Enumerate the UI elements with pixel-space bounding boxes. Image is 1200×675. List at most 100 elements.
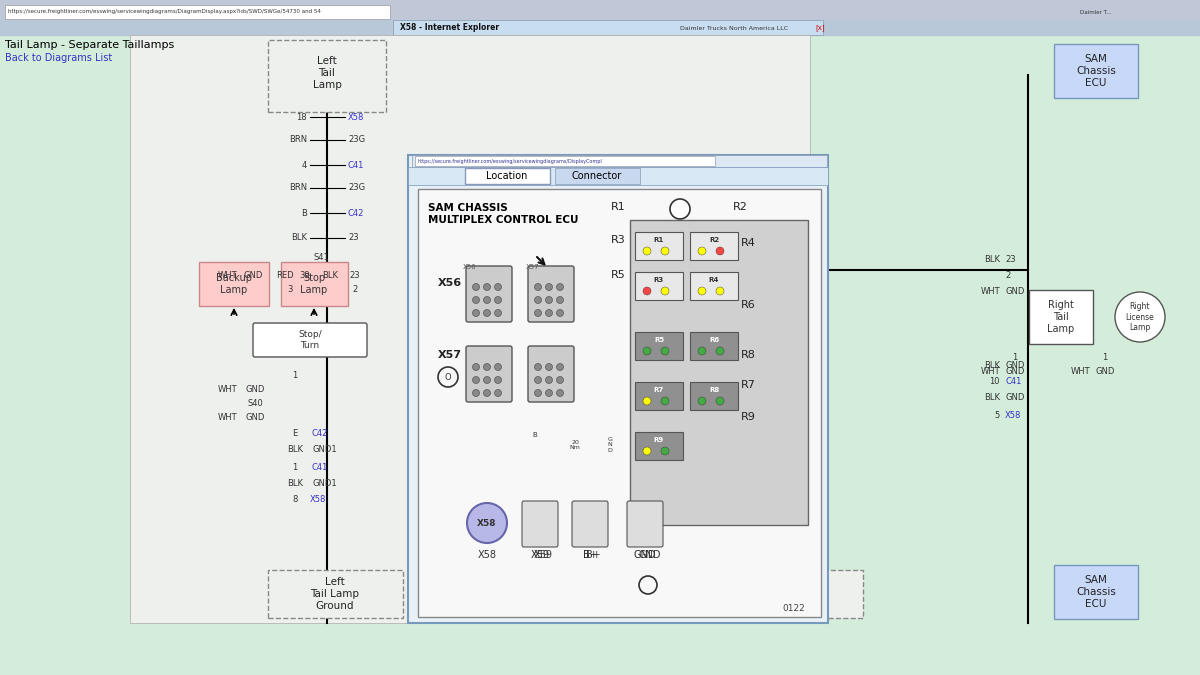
Circle shape [643,287,650,295]
FancyBboxPatch shape [572,501,608,547]
Bar [635,232,683,260]
Text: X59: X59 [530,550,550,560]
Text: Location: Location [486,171,528,181]
Bar [408,155,828,623]
Circle shape [534,377,541,383]
Text: X56: X56 [438,278,462,288]
Circle shape [546,364,552,371]
Circle shape [1115,292,1165,342]
Text: R8: R8 [709,387,719,393]
Circle shape [494,296,502,304]
Text: BLK: BLK [322,271,338,279]
Text: 1: 1 [1103,352,1108,362]
Bar [466,168,550,184]
Circle shape [557,284,564,290]
Text: Left
Tail Lamp
Ground: Left Tail Lamp Ground [311,577,360,611]
Text: X58: X58 [1006,410,1021,419]
Circle shape [484,364,491,371]
Circle shape [698,247,706,255]
Text: Left
Tail
Lamp: Left Tail Lamp [312,57,342,90]
Text: R6: R6 [740,300,755,310]
Text: GND: GND [634,550,656,560]
Circle shape [473,389,480,396]
Circle shape [484,377,491,383]
Circle shape [716,397,724,405]
Text: GND1: GND1 [313,446,337,454]
Text: BLK: BLK [984,394,1000,402]
Text: X58: X58 [478,550,497,560]
Bar [415,156,715,166]
Bar [5,5,390,19]
Text: https://secure.freightliner.com/esswing/servicewingdiagrams/DiagramDisplay.aspx?: https://secure.freightliner.com/esswing/… [8,9,320,14]
Text: 23G: 23G [348,136,365,144]
Text: Right
Tail
Lamp: Right Tail Lamp [1048,300,1075,333]
Text: B: B [301,209,307,217]
Circle shape [640,576,658,594]
Bar [690,332,738,360]
FancyBboxPatch shape [466,266,512,322]
Text: R6: R6 [709,337,719,343]
Bar [635,432,683,460]
Circle shape [557,364,564,371]
Bar [0,0,1200,20]
Bar [412,155,827,167]
FancyBboxPatch shape [268,570,403,618]
Text: S41: S41 [313,252,329,261]
Circle shape [534,284,541,290]
Text: 18: 18 [296,113,307,122]
Text: 2: 2 [353,286,358,294]
Text: X57: X57 [526,264,540,270]
FancyBboxPatch shape [628,501,662,547]
Text: Stop
Lamp: Stop Lamp [300,273,328,295]
Text: X59: X59 [534,550,552,560]
Text: B+: B+ [583,550,598,560]
Bar [130,35,810,623]
FancyBboxPatch shape [1054,44,1138,98]
Text: B+: B+ [586,550,600,560]
Text: 23: 23 [1006,256,1015,265]
Text: O: O [445,373,451,381]
Text: X58: X58 [348,113,365,122]
Text: 39: 39 [300,271,311,279]
Text: C41: C41 [348,161,365,169]
FancyBboxPatch shape [281,262,348,306]
FancyBboxPatch shape [522,501,558,547]
Circle shape [546,310,552,317]
FancyBboxPatch shape [253,323,367,357]
Circle shape [473,284,480,290]
Text: 8: 8 [293,495,298,504]
Circle shape [546,389,552,396]
Circle shape [484,284,491,290]
Text: 1: 1 [1013,352,1018,362]
Text: X58: X58 [478,518,497,527]
Text: C42: C42 [312,429,328,437]
Text: 20
Nm: 20 Nm [570,439,581,450]
Text: 2: 2 [1006,271,1010,279]
Text: X58: X58 [310,495,326,504]
FancyBboxPatch shape [268,40,386,112]
Text: 1: 1 [293,371,298,379]
FancyBboxPatch shape [1054,565,1138,619]
Text: BLK: BLK [287,479,302,489]
Text: C41: C41 [312,462,328,472]
Text: RED: RED [276,271,294,279]
Text: C41: C41 [1006,377,1021,387]
Circle shape [534,389,541,396]
FancyBboxPatch shape [466,346,512,402]
Text: GND: GND [1096,367,1115,377]
Text: R3: R3 [611,235,625,245]
Circle shape [546,284,552,290]
Text: Tail Lamp - Separate Taillamps: Tail Lamp - Separate Taillamps [5,40,174,50]
FancyBboxPatch shape [1030,290,1093,344]
Text: R4: R4 [740,238,756,248]
Circle shape [716,347,724,355]
Circle shape [534,310,541,317]
Text: Stop/
Turn: Stop/ Turn [298,330,322,350]
Text: GND: GND [1006,367,1025,377]
Text: E: E [293,429,298,437]
Circle shape [467,503,508,543]
Bar [690,232,738,260]
Text: 23G: 23G [348,184,365,192]
Circle shape [494,284,502,290]
Bar [690,382,738,410]
